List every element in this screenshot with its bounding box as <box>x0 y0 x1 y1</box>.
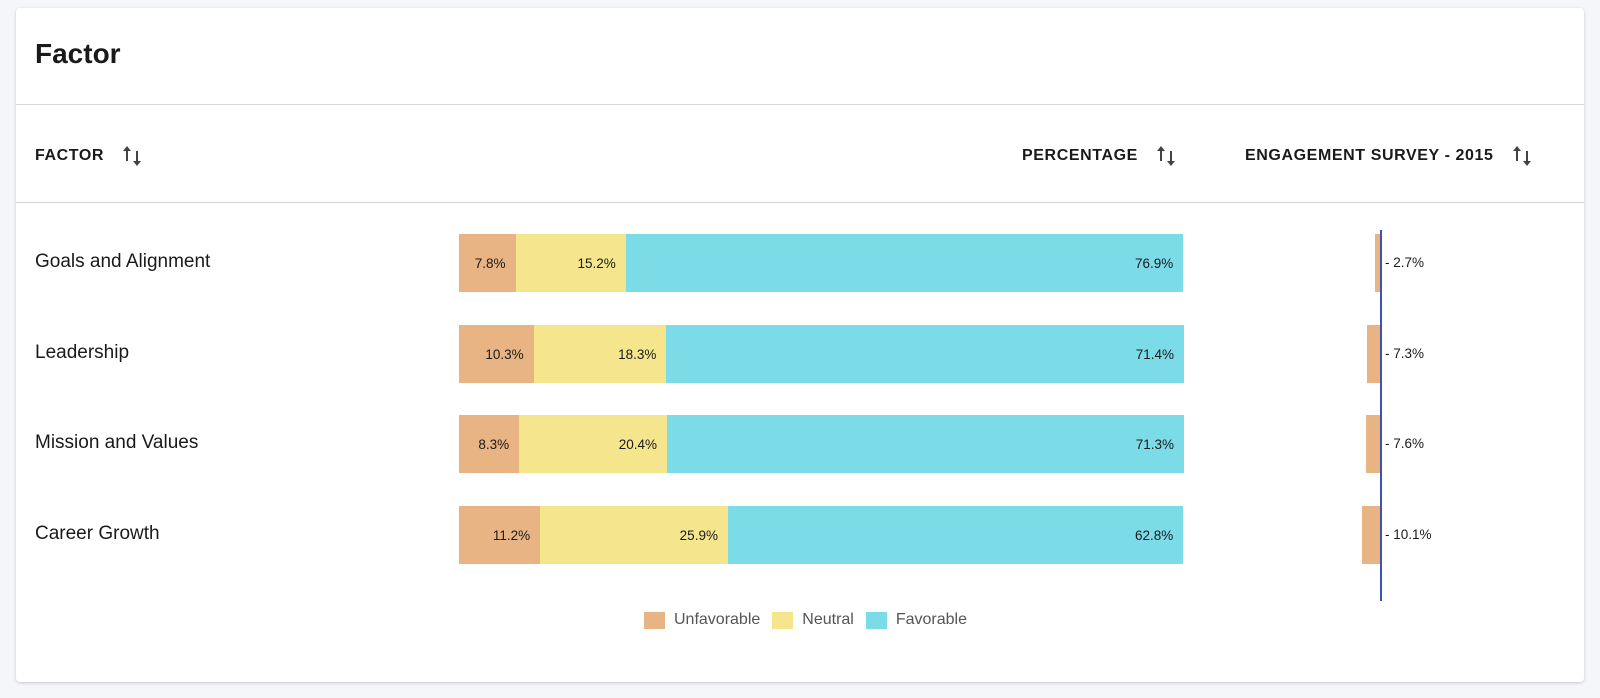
factor-name: Goals and Alignment <box>35 251 211 272</box>
column-header-percentage: PERCENTAGE <box>1022 144 1178 168</box>
bar-segment-unfavorable[interactable]: 7.8% <box>459 234 516 292</box>
comparison-value: - 7.3% <box>1385 346 1425 361</box>
legend-label-favorable: Favorable <box>895 611 968 628</box>
factor-card: Factor FACTOR PERCENTAGE ENGAGEMENT SURV… <box>16 8 1584 682</box>
comparison-value: - 7.6% <box>1385 436 1425 451</box>
bar-segment-neutral[interactable]: 25.9% <box>540 506 728 564</box>
sort-icon[interactable] <box>1156 144 1178 168</box>
legend-item-neutral[interactable]: Neutral <box>772 611 854 629</box>
chart-legend: Unfavorable Neutral Favorable <box>644 611 979 629</box>
comparison-bar[interactable] <box>1366 415 1380 473</box>
stacked-bar: 10.3% 18.3% 71.4% <box>459 325 1184 383</box>
stacked-bar: 11.2% 25.9% 62.8% <box>459 506 1184 564</box>
legend-item-favorable[interactable]: Favorable <box>865 611 968 629</box>
bar-segment-neutral[interactable]: 15.2% <box>515 234 626 292</box>
legend-swatch-favorable <box>865 611 887 629</box>
legend-label-unfavorable: Unfavorable <box>674 611 761 628</box>
column-header-factor-label: FACTOR <box>35 147 105 164</box>
bar-segment-neutral[interactable]: 18.3% <box>533 325 667 383</box>
bar-segment-unfavorable[interactable]: 11.2% <box>459 506 541 564</box>
bar-segment-unfavorable[interactable]: 8.3% <box>459 415 520 473</box>
column-header-comparison: ENGAGEMENT SURVEY - 2015 <box>1245 144 1534 168</box>
sort-icon[interactable] <box>1512 144 1534 168</box>
comparison-axis-line <box>1380 230 1382 601</box>
header-divider <box>16 202 1584 203</box>
sort-icon[interactable] <box>122 144 144 168</box>
comparison-value: - 10.1% <box>1385 527 1432 542</box>
comparison-bar[interactable] <box>1361 506 1380 564</box>
bar-segment-unfavorable[interactable]: 10.3% <box>459 325 534 383</box>
card-title: Factor <box>35 38 121 69</box>
title-divider <box>16 104 1584 105</box>
stacked-bar: 8.3% 20.4% 71.3% <box>459 415 1184 473</box>
legend-item-unfavorable[interactable]: Unfavorable <box>644 611 760 629</box>
legend-swatch-neutral <box>772 611 794 629</box>
bar-segment-favorable[interactable]: 71.3% <box>667 415 1184 473</box>
factor-name: Mission and Values <box>35 432 199 453</box>
factor-name: Leadership <box>35 342 130 363</box>
stacked-bar: 7.8% 15.2% 76.9% <box>459 234 1184 292</box>
bar-segment-neutral[interactable]: 20.4% <box>519 415 668 473</box>
column-header-percentage-label: PERCENTAGE <box>1022 147 1138 164</box>
bar-segment-favorable[interactable]: 62.8% <box>727 506 1184 564</box>
column-header-comparison-label: ENGAGEMENT SURVEY - 2015 <box>1245 147 1494 164</box>
legend-label-neutral: Neutral <box>802 611 854 628</box>
comparison-bar[interactable] <box>1375 234 1380 292</box>
bar-segment-favorable[interactable]: 76.9% <box>625 234 1184 292</box>
comparison-value: - 2.7% <box>1385 255 1425 270</box>
column-header-factor: FACTOR <box>35 144 144 168</box>
factor-name: Career Growth <box>35 523 160 544</box>
bar-segment-favorable[interactable]: 71.4% <box>666 325 1184 383</box>
legend-swatch-unfavorable <box>644 611 665 629</box>
comparison-bar[interactable] <box>1366 325 1380 383</box>
